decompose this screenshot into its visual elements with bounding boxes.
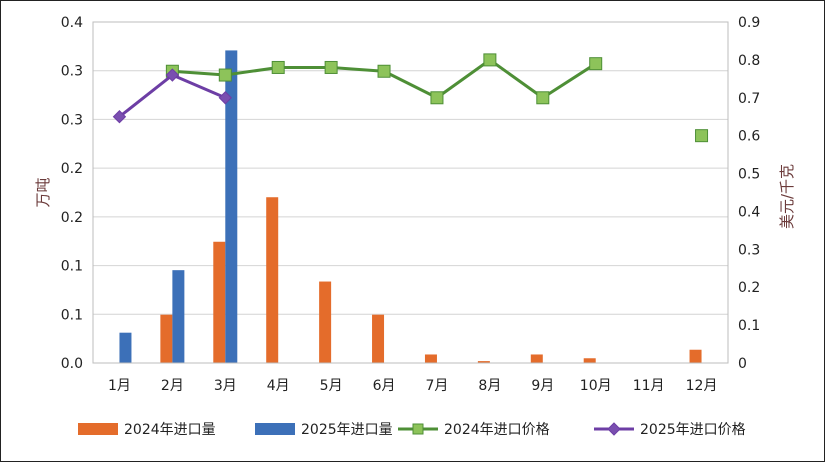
x-tick-label: 7月 xyxy=(425,378,448,394)
legend-swatch xyxy=(255,423,295,435)
square-marker xyxy=(218,68,232,82)
bar xyxy=(372,314,385,363)
y-right-tick-label: 0.4 xyxy=(738,204,760,220)
y-left-tick-label: 0.3 xyxy=(61,64,83,80)
legend-label: 2024年进口价格 xyxy=(444,422,550,438)
y-right-tick-label: 0.1 xyxy=(738,318,760,334)
square-marker xyxy=(695,129,709,143)
y-right-tick-label: 0.5 xyxy=(738,167,760,183)
square-marker xyxy=(377,64,391,78)
x-tick-label: 1月 xyxy=(108,378,131,394)
y-left-tick-label: 0.2 xyxy=(61,210,83,226)
legend-label: 2024年进口量 xyxy=(124,422,216,438)
legend-label: 2025年进口量 xyxy=(301,422,393,438)
y-right-tick-label: 0.7 xyxy=(738,91,760,107)
legend: 2024年进口量 2025年进口量 2024年进口价格 2025年进口价格 xyxy=(78,422,746,438)
bar xyxy=(530,354,543,363)
x-tick-label: 3月 xyxy=(214,378,237,394)
x-tick-label: 9月 xyxy=(531,378,554,394)
x-tick-label: 2月 xyxy=(161,378,184,394)
bar-series-group xyxy=(119,50,702,364)
y-left-tick-label: 0.0 xyxy=(61,356,83,372)
bar xyxy=(424,354,437,363)
bar xyxy=(583,358,596,363)
bar xyxy=(266,197,279,363)
y-left-tick-label: 0.2 xyxy=(61,161,83,177)
diamond-marker xyxy=(112,110,127,124)
square-marker xyxy=(324,60,338,74)
plot-area-border xyxy=(92,21,729,364)
y-right-tick-label: 0.3 xyxy=(738,242,760,258)
diamond-marker xyxy=(218,91,232,105)
bar xyxy=(225,50,238,364)
y-axis-right-label: 美元/千克 xyxy=(778,164,796,229)
legend-label: 2025年进口价格 xyxy=(640,422,746,438)
axes-group: 0.0 0.1 0.1 0.2 0.2 0.3 0.3 0.4 0 0.1 0.2 0.3 0.4 0.5… xyxy=(61,15,761,394)
square-marker xyxy=(430,91,444,105)
x-tick-label: 6月 xyxy=(373,378,396,394)
y-right-tick-label: 0.9 xyxy=(738,15,760,31)
x-tick-label: 11月 xyxy=(633,378,665,394)
bar xyxy=(160,314,173,363)
square-marker xyxy=(536,91,550,105)
x-tick-label: 12月 xyxy=(686,378,718,394)
square-marker xyxy=(483,53,497,67)
x-tick-label: 5月 xyxy=(320,378,343,394)
bar xyxy=(689,349,702,363)
line-series-group xyxy=(112,53,709,143)
y-right-tick-label: 0 xyxy=(738,356,747,372)
bar xyxy=(213,241,226,363)
y-left-tick-label: 0.1 xyxy=(61,259,83,275)
legend-square-marker xyxy=(412,423,424,435)
bar xyxy=(477,361,490,363)
y-left-tick-label: 0.4 xyxy=(61,15,83,31)
x-tick-label: 10月 xyxy=(580,378,612,394)
y-right-tick-label: 0.8 xyxy=(738,53,760,69)
square-marker xyxy=(589,57,603,71)
bar xyxy=(119,332,132,363)
x-tick-label: 4月 xyxy=(267,378,290,394)
gridlines xyxy=(93,21,728,315)
y-left-tick-label: 0.1 xyxy=(61,307,83,323)
x-tick-label: 8月 xyxy=(478,378,501,394)
square-marker xyxy=(271,60,285,74)
y-right-tick-label: 0.2 xyxy=(738,280,760,296)
bar xyxy=(172,270,185,363)
diamond-marker xyxy=(165,68,180,82)
bar xyxy=(319,281,332,363)
y-right-tick-label: 0.6 xyxy=(738,129,760,145)
legend-diamond-marker xyxy=(607,422,621,436)
y-axis-left-label: 万吨 xyxy=(34,177,52,207)
legend-swatch xyxy=(78,423,118,435)
y-left-tick-label: 0.3 xyxy=(61,112,83,128)
